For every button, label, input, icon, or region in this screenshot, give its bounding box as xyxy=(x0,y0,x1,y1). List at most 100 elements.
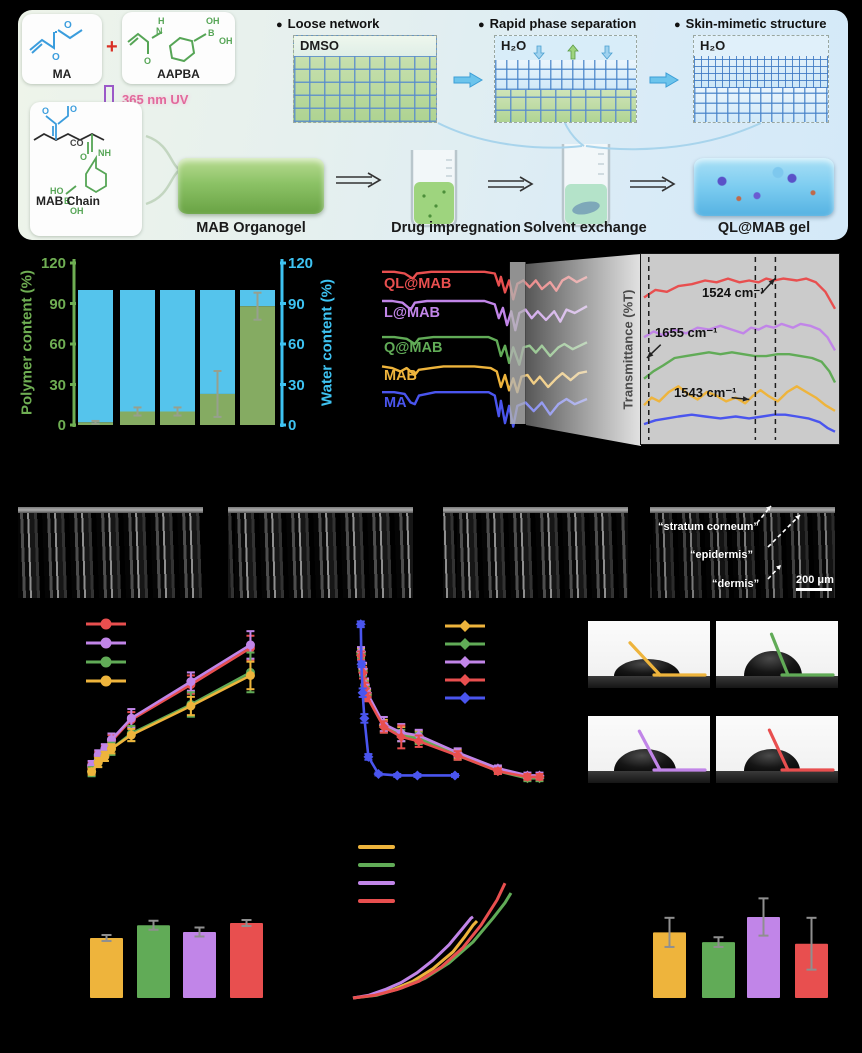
ftir-label-qmab: Q@MAB xyxy=(384,340,443,356)
dermis-label: “dermis” xyxy=(712,578,760,590)
ql-mab-gel-label: QL@MAB gel xyxy=(717,220,811,236)
aapba-atom-oh1: OH xyxy=(206,16,220,26)
contact-angle-lines-2 xyxy=(769,632,835,677)
ma-atom-o1: O xyxy=(52,52,60,63)
contact-angle-photo-3 xyxy=(588,716,710,783)
contact-angle-photo-2 xyxy=(716,621,838,688)
step-arrow-2 xyxy=(488,176,534,192)
transmittance-ylabel: Transmittance (%T) xyxy=(620,289,636,410)
annotation-1543: 1543 cm⁻¹ xyxy=(674,385,737,400)
plus-sign: + xyxy=(106,36,118,58)
ma-structure-icon: O O xyxy=(29,20,83,63)
water-layer-2 xyxy=(694,36,828,56)
chain-atom-o3: O xyxy=(80,152,87,162)
aapba-label: AAPBA xyxy=(157,67,200,81)
sem-image-3 xyxy=(443,497,628,598)
sem-image-4: “stratum corneum” “epidermis” “dermis” 2… xyxy=(650,497,835,598)
ftir-zoom-panel: 1524 cm⁻¹ 1655 cm⁻¹ 1543 cm⁻¹ xyxy=(640,253,840,445)
step-arrow-3 xyxy=(630,176,676,192)
ftir-zoom-chart xyxy=(643,257,837,440)
mab-chain-card: O O CO O NH HO B OH MAB Chain xyxy=(30,102,142,236)
sem-image-2 xyxy=(228,497,413,598)
exchange-arrows-icon xyxy=(533,44,613,60)
h2o-label-2: H₂O xyxy=(700,38,726,53)
scale-bar xyxy=(796,588,832,591)
ma-atom-o2: O xyxy=(64,20,72,31)
aapba-atom-oh2: OH xyxy=(219,36,233,46)
organogel-image xyxy=(178,158,324,214)
toughness-bar-chart xyxy=(653,897,828,998)
dense-skin-mesh xyxy=(694,56,828,88)
contact-angle-photo-4 xyxy=(716,716,838,783)
ql-mab-gel-image xyxy=(694,158,834,216)
ftir-label-mab: MAB xyxy=(384,368,418,384)
chain-atom-oh3: OH xyxy=(70,206,84,214)
ftir-label-ma: MA xyxy=(384,395,407,411)
mab-chain-label: MAB Chain xyxy=(36,194,100,208)
sem-annotation-arrows xyxy=(756,505,801,580)
ftir-label-qlmab: QL@MAB xyxy=(384,276,452,292)
aapba-atom-b: B xyxy=(208,28,215,38)
contact-angle-lines-3 xyxy=(637,729,707,772)
ftir-label-lmab: L@MAB xyxy=(384,305,441,321)
bullet-phase-separation: ● Rapid phase separation xyxy=(478,16,637,31)
bullet-dot-icon: ● xyxy=(276,19,283,31)
aapba-atom-h: H xyxy=(158,16,165,26)
step-arrow-1 xyxy=(336,172,382,188)
chain-atom-o2: O xyxy=(70,104,77,114)
zoom-wedge xyxy=(526,254,641,446)
chain-atom-b: B xyxy=(64,196,71,206)
aapba-structure-icon: H N O OH B OH xyxy=(127,16,233,66)
stratum-corneum-label: “stratum corneum” xyxy=(658,521,759,533)
h2o-skin-box: H₂O xyxy=(693,35,829,123)
synthesis-scheme-panel: O O MA + H N O OH B OH AAPBA xyxy=(18,10,848,240)
contact-angle-lines-1 xyxy=(628,641,707,677)
bullet-dot-icon: ● xyxy=(674,19,681,31)
chain-atom-ho: HO xyxy=(50,186,64,196)
bullet-dot-icon: ● xyxy=(478,19,485,31)
bullet-loose-network: ● Loose network xyxy=(276,16,380,31)
h2o-label-1: H₂O xyxy=(501,38,527,53)
ma-label: MA xyxy=(52,67,72,81)
h2o-phase-box: H₂O xyxy=(494,35,637,123)
blue-arrow-1 xyxy=(453,72,483,88)
swelling-chart xyxy=(86,618,255,778)
mab-chain-structure-icon: O O CO O NH HO B OH xyxy=(33,104,111,216)
funnel-lines xyxy=(437,122,762,151)
sem-image-1 xyxy=(18,497,203,598)
chain-atom-o1: O xyxy=(42,106,49,116)
annotation-1655: 1655 cm⁻¹ xyxy=(655,325,718,340)
modulus-bar-chart xyxy=(90,919,263,998)
content-bar-chart xyxy=(70,259,286,427)
exchange-beaker-icon xyxy=(561,144,611,228)
uv-label: 365 nm UV xyxy=(122,92,189,107)
solvent-exchange-label: Solvent exchange xyxy=(523,220,647,236)
aapba-atom-n: N xyxy=(156,26,163,36)
aapba-structure-card: H N O OH B OH AAPBA xyxy=(122,12,235,84)
blue-arrow-2 xyxy=(649,72,679,88)
dmso-label: DMSO xyxy=(300,38,339,53)
contact-angle-photo-1 xyxy=(588,621,710,688)
annotation-1524: 1524 cm⁻¹ xyxy=(702,285,765,300)
water-content-ylabel: Water content (%) xyxy=(318,279,336,406)
aapba-atom-o: O xyxy=(144,56,151,66)
polymer-content-ylabel: Polymer content (%) xyxy=(18,269,36,416)
solvent-surface xyxy=(294,36,436,56)
loose-skin-mesh xyxy=(694,88,828,122)
chain-atom-nh: NH xyxy=(98,148,111,158)
scale-bar-label: 200 μm xyxy=(796,574,834,586)
dmso-network-box: DMSO xyxy=(293,35,437,123)
stress-strain-chart xyxy=(352,845,513,1000)
chain-atom-co: CO xyxy=(70,138,84,148)
release-chart xyxy=(355,619,545,784)
contact-angle-lines-4 xyxy=(767,728,835,772)
drug-beaker-icon xyxy=(410,150,458,228)
drug-impregnation-label: Drug impregnation xyxy=(391,220,521,236)
organogel-mesh xyxy=(495,90,636,122)
hydrated-mesh xyxy=(495,60,636,90)
epidermis-label: “epidermis” xyxy=(690,549,753,561)
water-layer xyxy=(495,36,636,60)
bullet-skin-mimetic: ● Skin-mimetic structure xyxy=(674,16,827,31)
organogel-label: MAB Organogel xyxy=(196,220,306,236)
